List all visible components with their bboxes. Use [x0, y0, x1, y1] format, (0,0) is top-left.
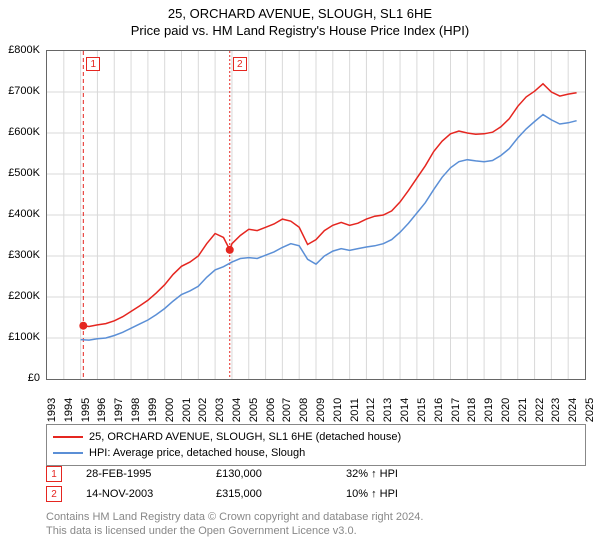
x-tick-label: 2007 — [281, 398, 293, 422]
x-tick-label: 2003 — [214, 398, 226, 422]
transaction-price: £315,000 — [216, 488, 346, 500]
x-tick-label: 2002 — [197, 398, 209, 422]
x-tick-label: 2000 — [164, 398, 176, 422]
x-tick-label: 1996 — [96, 398, 108, 422]
transaction-date: 28-FEB-1995 — [86, 468, 216, 480]
x-tick-label: 2018 — [466, 398, 478, 422]
transaction-marker-2: 2 — [233, 57, 247, 71]
transaction-delta: 32% ↑ HPI — [346, 468, 476, 480]
x-tick-label: 2016 — [433, 398, 445, 422]
x-tick-label: 2019 — [483, 398, 495, 422]
transaction-row-marker: 2 — [46, 486, 62, 502]
legend-box: 25, ORCHARD AVENUE, SLOUGH, SL1 6HE (det… — [46, 424, 586, 466]
x-tick-label: 2009 — [315, 398, 327, 422]
legend-swatch — [53, 452, 83, 454]
title-subtitle: Price paid vs. HM Land Registry's House … — [0, 23, 600, 38]
x-tick-label: 2025 — [584, 398, 596, 422]
x-tick-label: 1997 — [113, 398, 125, 422]
x-tick-label: 2017 — [450, 398, 462, 422]
transaction-price: £130,000 — [216, 468, 346, 480]
transactions-table: 1 28-FEB-1995£130,00032% ↑ HPI 2 14-NOV-200… — [46, 464, 586, 504]
y-tick-label: £0 — [28, 372, 40, 384]
y-tick-label: £800K — [8, 44, 40, 56]
x-tick-label: 2020 — [500, 398, 512, 422]
x-tick-label: 1993 — [46, 398, 58, 422]
x-tick-label: 2012 — [365, 398, 377, 422]
y-tick-label: £500K — [8, 167, 40, 179]
x-tick-label: 1999 — [147, 398, 159, 422]
x-axis: 1993 1994 1995 1996 1997 1998 1999 2000 2001 2002… — [46, 382, 586, 422]
x-tick-label: 2021 — [517, 398, 529, 422]
y-tick-label: £200K — [8, 290, 40, 302]
y-tick-label: £100K — [8, 331, 40, 343]
x-tick-label: 2010 — [332, 398, 344, 422]
footer-line-1: Contains HM Land Registry data © Crown c… — [46, 510, 423, 524]
chart-plot-area: 12 — [46, 50, 586, 380]
y-tick-label: £700K — [8, 85, 40, 97]
legend-item: 25, ORCHARD AVENUE, SLOUGH, SL1 6HE (det… — [53, 429, 579, 445]
x-tick-label: 1995 — [80, 398, 92, 422]
x-tick-label: 2011 — [349, 398, 361, 422]
x-tick-label: 1998 — [130, 398, 142, 422]
x-tick-label: 2014 — [399, 398, 411, 422]
y-tick-label: £300K — [8, 249, 40, 261]
chart-titles: 25, ORCHARD AVENUE, SLOUGH, SL1 6HE Pric… — [0, 0, 600, 38]
legend-swatch — [53, 436, 83, 438]
transaction-row: 1 28-FEB-1995£130,00032% ↑ HPI — [46, 464, 586, 484]
title-address: 25, ORCHARD AVENUE, SLOUGH, SL1 6HE — [0, 6, 600, 21]
footer-line-2: This data is licensed under the Open Gov… — [46, 524, 423, 538]
legend-label: 25, ORCHARD AVENUE, SLOUGH, SL1 6HE (det… — [89, 431, 401, 443]
transaction-row: 2 14-NOV-2003£315,00010% ↑ HPI — [46, 484, 586, 504]
x-tick-label: 2004 — [231, 398, 243, 422]
transaction-row-marker: 1 — [46, 466, 62, 482]
legend-item: HPI: Average price, detached house, Slou… — [53, 445, 579, 461]
y-tick-label: £600K — [8, 126, 40, 138]
transaction-delta: 10% ↑ HPI — [346, 488, 476, 500]
x-tick-label: 2013 — [382, 398, 394, 422]
x-tick-label: 2022 — [534, 398, 546, 422]
y-tick-label: £400K — [8, 208, 40, 220]
x-tick-label: 2023 — [550, 398, 562, 422]
x-tick-label: 2001 — [181, 398, 193, 422]
x-tick-label: 2008 — [298, 398, 310, 422]
x-tick-label: 2024 — [567, 398, 579, 422]
transaction-date: 14-NOV-2003 — [86, 488, 216, 500]
y-axis: £0£100K£200K£300K£400K£500K£600K£700K£80… — [0, 50, 44, 380]
chart-svg — [47, 51, 585, 379]
footer-attribution: Contains HM Land Registry data © Crown c… — [46, 510, 423, 539]
transaction-marker-1: 1 — [86, 57, 100, 71]
x-tick-label: 1994 — [63, 398, 75, 422]
x-tick-label: 2006 — [265, 398, 277, 422]
x-tick-label: 2015 — [416, 398, 428, 422]
legend-label: HPI: Average price, detached house, Slou… — [89, 447, 305, 459]
x-tick-label: 2005 — [248, 398, 260, 422]
